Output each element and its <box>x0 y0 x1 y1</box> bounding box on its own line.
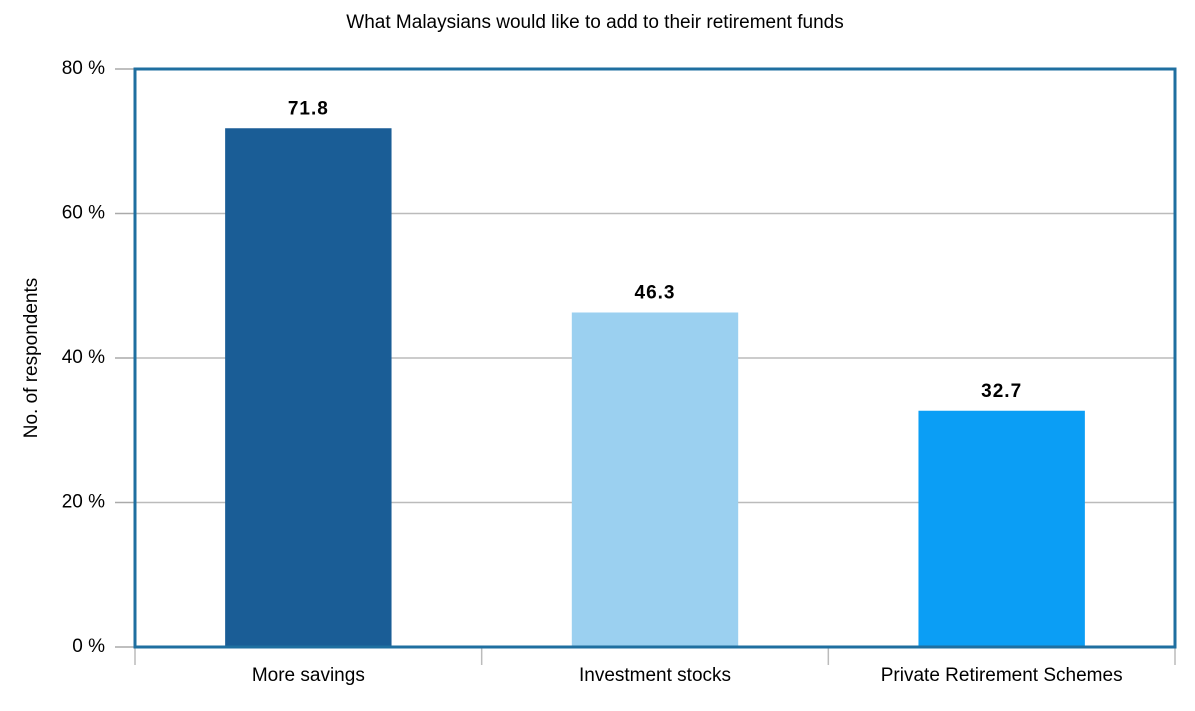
bar <box>571 312 739 647</box>
x-tick-label: Investment stocks <box>579 665 731 686</box>
bar <box>225 128 392 647</box>
y-axis-label: No. of respondents <box>21 278 42 439</box>
value-label: 71.8 <box>288 98 329 119</box>
value-label: 46.3 <box>635 282 676 303</box>
value-label: 32.7 <box>981 381 1022 402</box>
x-tick-label: More savings <box>252 665 365 686</box>
plot-frame <box>133 67 1177 649</box>
chart-title: What Malaysians would like to add to the… <box>346 12 843 33</box>
y-tick-label: 0 % <box>72 636 105 657</box>
y-tick-label: 20 % <box>62 492 105 513</box>
x-tick-label: Private Retirement Schemes <box>881 665 1123 686</box>
y-tick-label: 40 % <box>62 347 105 368</box>
y-tick-label: 80 % <box>62 58 105 79</box>
bar <box>918 410 1085 647</box>
y-tick-label: 60 % <box>62 203 105 224</box>
